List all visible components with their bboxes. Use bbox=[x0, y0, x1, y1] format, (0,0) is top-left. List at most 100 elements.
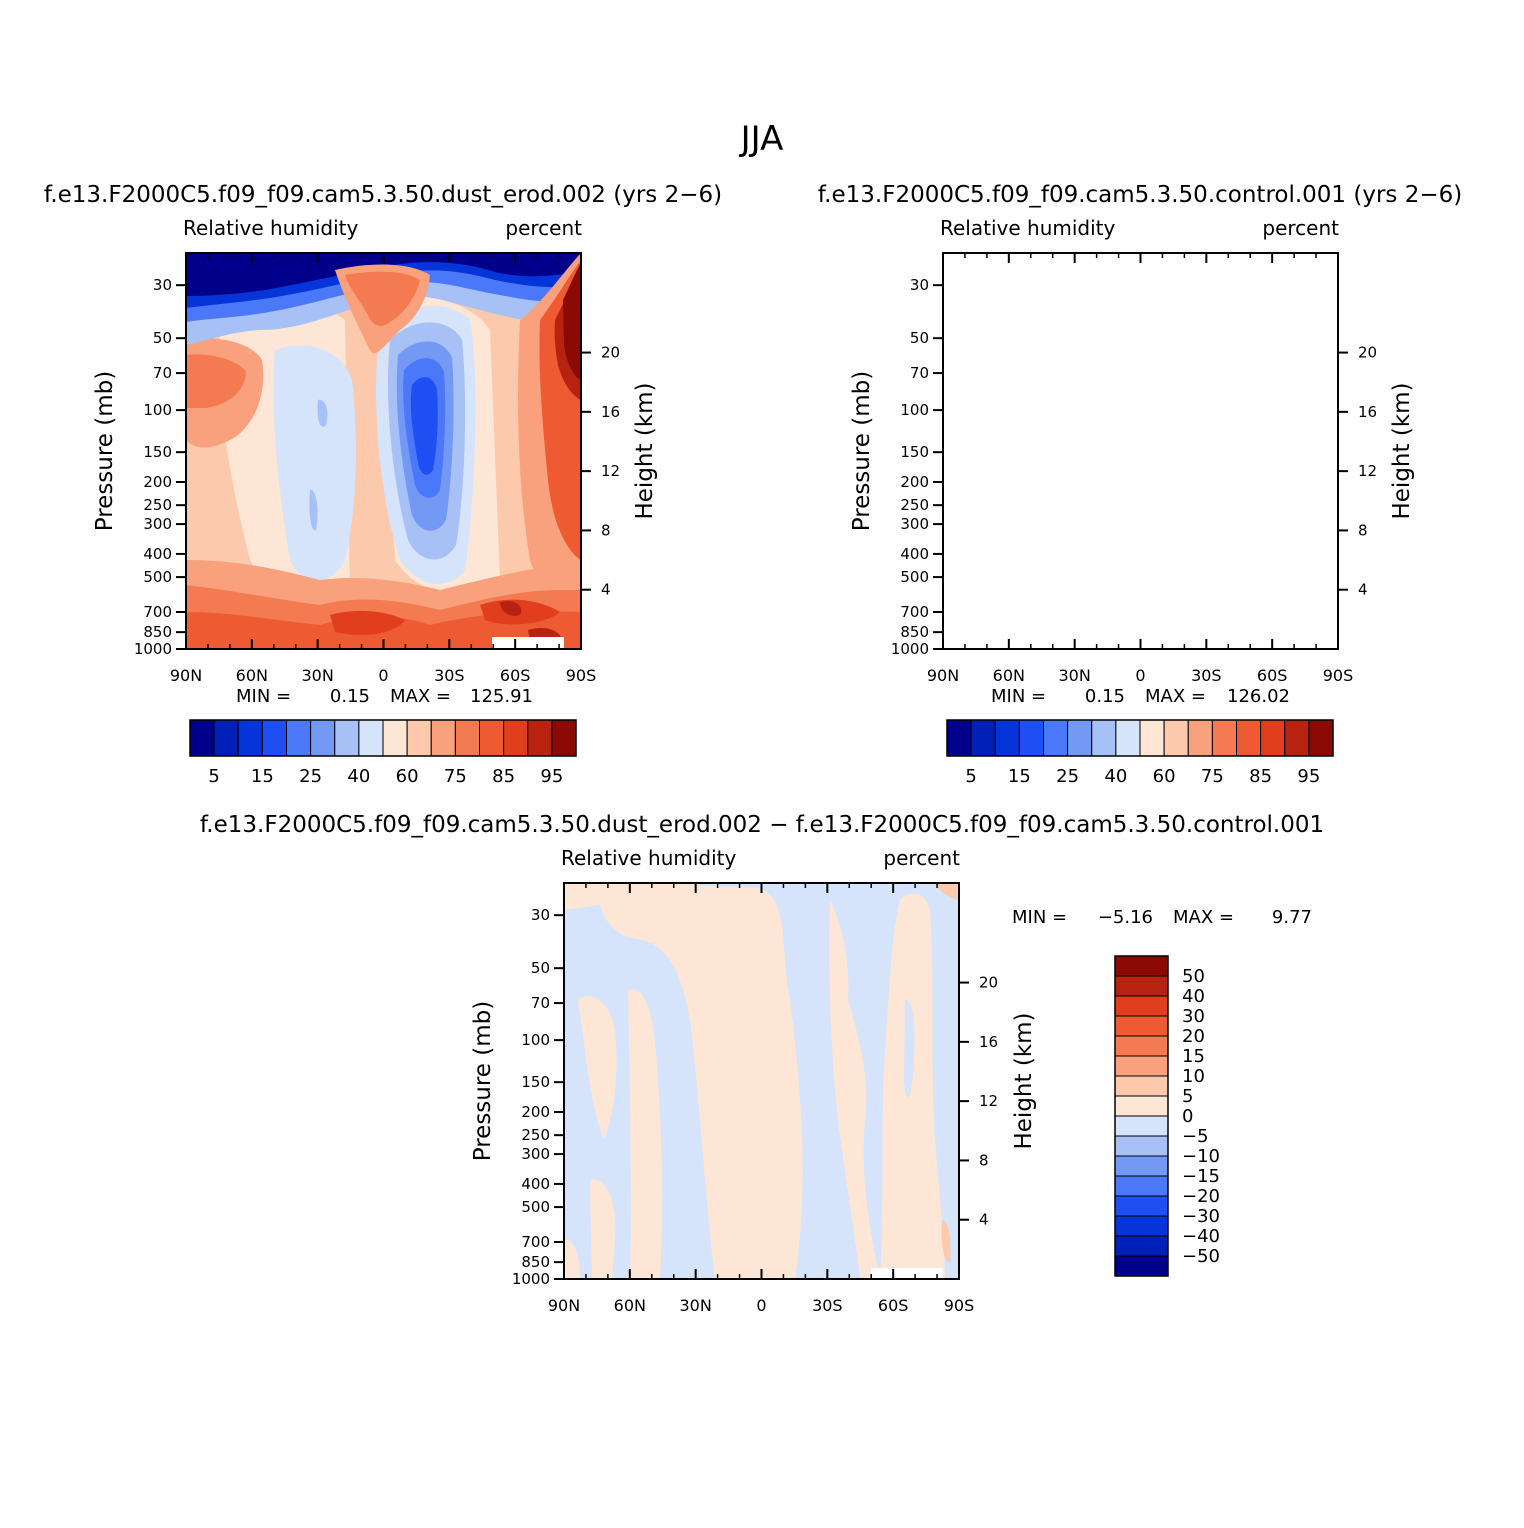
right-string: percent bbox=[1262, 216, 1339, 240]
height-tick-label: 16 bbox=[979, 1033, 998, 1051]
colorbar-box bbox=[1114, 1235, 1169, 1257]
contour-band bbox=[943, 354, 1003, 408]
colorbar-box bbox=[1114, 1075, 1169, 1097]
y-tick-label: 400 bbox=[900, 545, 929, 563]
colorbar-box bbox=[1236, 719, 1262, 757]
contour-band bbox=[410, 377, 438, 475]
y-tick-label: 700 bbox=[143, 603, 172, 621]
colorbar-box bbox=[310, 719, 336, 757]
colorbar-box bbox=[1114, 1175, 1169, 1197]
max-label: MAX = bbox=[1173, 907, 1234, 928]
min-value: 0.15 bbox=[330, 686, 370, 707]
colorbar-label: 85 bbox=[1249, 766, 1272, 787]
y-axis-label: Pressure (mb) bbox=[470, 1001, 496, 1161]
colorbar-box bbox=[1211, 719, 1237, 757]
colorbar-label: −50 bbox=[1182, 1246, 1220, 1267]
y-tick-label: 850 bbox=[521, 1253, 550, 1271]
colorbar-label: 50 bbox=[1182, 966, 1205, 987]
y-tick-label: 400 bbox=[143, 545, 172, 563]
colorbar-frame bbox=[1114, 955, 1169, 1277]
colorbar-box bbox=[970, 719, 996, 757]
contour-band bbox=[1133, 306, 1232, 584]
contour-band bbox=[578, 996, 617, 1140]
colorbar-label: 20 bbox=[1182, 1026, 1205, 1047]
contour-band bbox=[1137, 296, 1257, 593]
contour-band bbox=[943, 253, 1338, 322]
contour-band bbox=[943, 560, 1338, 649]
colorbar-label: 75 bbox=[1201, 766, 1224, 787]
colorbar-box bbox=[1308, 719, 1334, 757]
contour-band bbox=[941, 1219, 951, 1263]
y-tick-label: 30 bbox=[910, 276, 929, 294]
contour-band bbox=[1154, 341, 1211, 530]
height-tick-label: 16 bbox=[1358, 403, 1377, 421]
y-tick-label: 500 bbox=[521, 1198, 550, 1216]
colorbar-label: −15 bbox=[1182, 1166, 1220, 1187]
x-tick-label: 60N bbox=[614, 1296, 646, 1315]
colorbar-box bbox=[551, 719, 577, 757]
colorbar-box bbox=[527, 719, 553, 757]
contour-band bbox=[590, 1179, 616, 1279]
colorbar-box bbox=[406, 719, 432, 757]
max-label: MAX = bbox=[390, 686, 451, 707]
colorbar-box bbox=[1114, 1115, 1169, 1137]
colorbar-box bbox=[1114, 1135, 1169, 1157]
colorbar-box bbox=[1043, 719, 1069, 757]
y-tick-label: 50 bbox=[531, 959, 550, 977]
panel-diff: f.e13.F2000C5.f09_f09.cam5.3.50.dust_ero… bbox=[200, 812, 1324, 1315]
colorbar-label: −5 bbox=[1182, 1126, 1209, 1147]
x-tick-label: 30N bbox=[302, 666, 334, 685]
y-tick-label: 700 bbox=[900, 603, 929, 621]
height-tick-label: 12 bbox=[1358, 462, 1377, 480]
colorbar-label: 5 bbox=[208, 766, 219, 787]
colorbar: 5 15 25 40 60 75 85 95 bbox=[946, 719, 1334, 787]
colorbar-label: 60 bbox=[1153, 766, 1176, 787]
height-tick-label: 16 bbox=[601, 403, 620, 421]
colorbar-label: 95 bbox=[1297, 766, 1320, 787]
colorbar-label: 95 bbox=[540, 766, 563, 787]
x-tick-label: 90N bbox=[927, 666, 959, 685]
max-label: MAX = bbox=[1145, 686, 1206, 707]
right-y-axis-label: Height (km) bbox=[1389, 382, 1415, 519]
page-title: JJA bbox=[739, 119, 784, 159]
colorbar-box bbox=[1114, 1095, 1169, 1117]
contour-band bbox=[273, 345, 356, 581]
x-tick-label: 90S bbox=[566, 666, 597, 685]
contour-band bbox=[1312, 270, 1338, 400]
axes: 90N 60N 30N 0 30S 60S 90S 30 50 70 100 150 200 250300… bbox=[512, 883, 998, 1315]
min-label: MIN = bbox=[236, 686, 291, 707]
height-tick-label: 8 bbox=[1358, 521, 1368, 539]
colorbar-label: 10 bbox=[1182, 1066, 1205, 1087]
height-tick-label: 4 bbox=[1358, 581, 1368, 599]
y-axis-label: Pressure (mb) bbox=[849, 371, 875, 531]
y-tick-label: 250 bbox=[143, 496, 172, 514]
colorbar-box bbox=[213, 719, 239, 757]
contour-band bbox=[943, 338, 1020, 447]
colorbar-box bbox=[479, 719, 505, 757]
colorbar: 5 15 25 40 60 75 85 95 bbox=[189, 719, 577, 787]
colorbar-label: 25 bbox=[299, 766, 322, 787]
x-tick-label: 0 bbox=[756, 1296, 766, 1315]
contour-band bbox=[1102, 272, 1177, 326]
min-value: 0.15 bbox=[1085, 686, 1125, 707]
right-y-axis-label: Height (km) bbox=[1011, 1012, 1037, 1149]
colorbar-label: 5 bbox=[965, 766, 976, 787]
x-tick-label: 60S bbox=[878, 1296, 909, 1315]
contour-band bbox=[1275, 253, 1338, 620]
colorbar-box bbox=[1114, 1035, 1169, 1057]
x-tick-label: 60N bbox=[993, 666, 1025, 685]
y-tick-label: 200 bbox=[521, 1103, 550, 1121]
colorbar-label: 40 bbox=[347, 766, 370, 787]
y-tick-label: 70 bbox=[910, 364, 929, 382]
colorbar-box bbox=[1284, 719, 1310, 757]
y-tick-label: 400 bbox=[521, 1175, 550, 1193]
contour-band bbox=[880, 893, 945, 1279]
colorbar-box bbox=[1139, 719, 1165, 757]
colorbar-box bbox=[286, 719, 312, 757]
panel-control: f.e13.F2000C5.f09_f09.cam5.3.50.control.… bbox=[818, 182, 1462, 787]
contour-band bbox=[345, 271, 420, 326]
left-string: Relative humidity bbox=[940, 216, 1115, 240]
height-tick-label: 4 bbox=[601, 581, 611, 599]
y-tick-label: 50 bbox=[153, 329, 172, 347]
